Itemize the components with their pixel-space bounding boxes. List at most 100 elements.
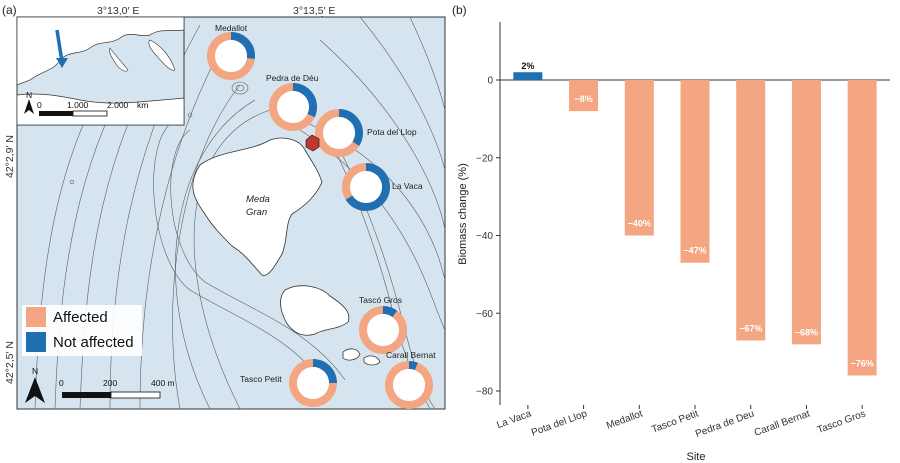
contour-line	[170, 129, 346, 381]
donut-hole	[350, 171, 382, 203]
inset-map: N 0 1.000 2.000 km	[16, 16, 185, 126]
islet	[363, 355, 381, 366]
contour-line	[153, 119, 331, 396]
north-arrow-icon	[25, 377, 45, 403]
island-name-line-2: Gran	[246, 207, 267, 218]
contour-line	[231, 81, 249, 95]
inset-north-label: N	[26, 90, 32, 100]
lat-label-1: 42°2,9′ N	[4, 135, 16, 178]
x-axis-title: Site	[687, 451, 706, 463]
map-legend: Affected Not affected	[22, 305, 142, 356]
bar-value-label: −40%	[628, 219, 651, 229]
bar	[624, 80, 654, 236]
contour-line	[299, 129, 445, 331]
scale-bar-white	[110, 391, 161, 399]
bars: 2% −8% −40% −47% −67% −68% −76%	[513, 61, 877, 376]
lat-label-2: 42°2,5′ N	[4, 341, 16, 384]
donut-not-affected-arc	[289, 359, 337, 407]
donut-hole	[323, 117, 355, 149]
site-donut	[359, 306, 407, 354]
contour-line	[409, 17, 445, 111]
y-tick-label: −80	[476, 387, 493, 398]
inset-scale-2: 2.000	[107, 100, 129, 110]
island-name-line-1: Meda	[246, 194, 270, 205]
inset-peninsula	[148, 39, 176, 71]
site-label-tasco-gros: Tascó Gros	[359, 295, 402, 305]
scale-label-0: 0	[59, 378, 64, 388]
donut-not-affected-arc	[359, 306, 407, 354]
donut-hole	[297, 367, 329, 399]
y-tick-label: −60	[476, 309, 493, 320]
bar-value-label: −76%	[851, 358, 874, 368]
bar-value-label: −68%	[795, 327, 818, 337]
y-ticks: 0 −20 −40 −60 −80	[476, 76, 500, 398]
lon-label-1: 3°13,0′ E	[97, 5, 139, 17]
inset-scale-1: 1.000	[67, 100, 89, 110]
x-tick-label: Tasco Gros	[816, 408, 867, 436]
y-tick-label: 0	[487, 76, 493, 87]
site-donuts	[207, 32, 433, 409]
site-donut	[342, 163, 390, 211]
inset-north-arrow-icon	[24, 99, 34, 114]
bar-value-label: −8%	[574, 94, 592, 104]
site-label-pedra-de-deu: Pedra de Déu	[266, 73, 319, 83]
island-meda-gran	[192, 137, 323, 276]
north-label: N	[32, 366, 38, 376]
contour-line	[172, 84, 241, 409]
islet	[342, 348, 361, 361]
scale-bar-black	[62, 392, 111, 398]
bar-value-label: −67%	[739, 323, 762, 333]
donut-not-affected-arc	[342, 163, 390, 211]
site-donut	[207, 32, 255, 80]
scale-label-400: 400 m	[151, 378, 175, 388]
y-axis-title: Biomass change (%)	[457, 163, 469, 265]
inset-land-south	[16, 93, 185, 126]
x-tick-label: Medallot	[605, 408, 644, 431]
island-meda-petita	[280, 285, 350, 336]
bar-chart: 0−20−40−60−80 2%−8%−40%−47%−67% −68%−76% …	[457, 22, 890, 463]
inset-scale-0: 0	[37, 100, 42, 110]
bar	[513, 72, 543, 80]
bar	[791, 80, 821, 345]
legend-label-affected: Affected	[53, 309, 108, 326]
contour-line	[175, 99, 256, 409]
bar	[736, 80, 766, 341]
site-label-tasco-petit: Tasco Petit	[240, 374, 282, 384]
site-donut	[289, 359, 337, 407]
contour-line	[319, 39, 445, 231]
x-tick-label: La Vaca	[495, 408, 533, 431]
contour-line	[187, 112, 193, 118]
site-donut	[315, 109, 363, 157]
inset-scale-unit: km	[137, 100, 148, 110]
lon-label-2: 3°13,5′ E	[293, 5, 335, 17]
bar-value-label: 2%	[521, 61, 534, 71]
donut-not-affected-arc	[385, 361, 433, 409]
bar	[680, 80, 710, 263]
panel-a-label: (a)	[2, 3, 17, 17]
site-label-la-vaca: La Vaca	[392, 181, 423, 191]
x-tick-label: Pota del Llop	[530, 408, 589, 438]
x-tick-label: Tasco Petit	[650, 408, 700, 435]
contour-line	[193, 109, 271, 409]
bar	[847, 80, 877, 376]
legend-swatch-affected	[26, 307, 46, 327]
site-label-pota-del-llop: Pota del Llop	[367, 127, 417, 137]
legend-label-not-affected: Not affected	[53, 334, 134, 351]
bar	[569, 80, 599, 112]
donut-hole	[367, 314, 399, 346]
bar-value-label: −47%	[683, 246, 706, 256]
inset-scale-black	[39, 111, 73, 116]
contour-line	[359, 17, 445, 171]
site-donut	[269, 83, 317, 131]
contour-line	[235, 84, 245, 92]
site-donut	[385, 361, 433, 409]
map-frame: Meda Gran Medallot Pedra de Déu Pota del…	[16, 16, 446, 410]
panel-b-label: (b)	[452, 3, 467, 17]
inset-peninsula	[109, 47, 129, 72]
y-tick-label: −20	[476, 153, 493, 164]
legend-swatch-not-affected	[26, 332, 46, 352]
x-tick-label: Pedra de Deu	[694, 408, 756, 439]
contour-line	[139, 59, 216, 409]
